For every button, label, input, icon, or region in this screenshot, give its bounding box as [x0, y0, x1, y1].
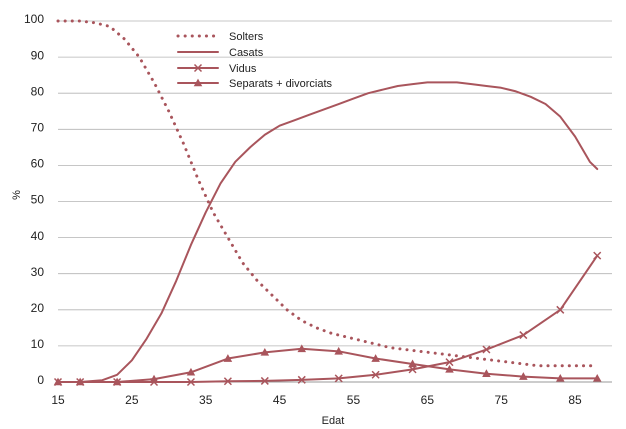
gridlines: [58, 20, 612, 347]
y-tick-label: 100: [24, 12, 44, 26]
series-casats: [57, 81, 599, 383]
data-point-separats-divorciats: [53, 377, 63, 386]
y-tick-label: 60: [31, 157, 45, 171]
y-tick-label: 70: [31, 120, 45, 134]
legend-label: Casats: [229, 47, 264, 59]
data-point-separats-divorciats: [371, 354, 380, 362]
legend: Solters Casats Vidus Separats + divorciats: [176, 31, 333, 90]
legend-label: Vidus: [229, 63, 257, 75]
data-point-vidus: [297, 375, 306, 384]
data-point-separats-divorciats: [408, 359, 417, 368]
x-tick-label: 35: [199, 393, 213, 407]
x-tick-label: 55: [347, 393, 361, 407]
y-tick-label: 20: [31, 301, 45, 315]
y-tick-label: 90: [31, 48, 45, 62]
data-point-separats-divorciats: [482, 369, 491, 377]
data-point-separats-divorciats: [519, 372, 528, 380]
data-point-vidus: [186, 377, 195, 387]
series-vidus: [53, 251, 602, 387]
data-point-vidus: [519, 331, 528, 340]
data-point-separats-divorciats: [260, 347, 270, 356]
data-point-separats-divorciats: [112, 377, 122, 386]
data-point-separats-divorciats: [556, 373, 565, 382]
data-point-separats-divorciats: [297, 344, 307, 353]
y-tick-label: 0: [37, 373, 44, 387]
y-tick-labels: 0 10 20 30 40 50 60 70 80 90 100: [24, 12, 44, 387]
data-point-vidus: [260, 376, 269, 385]
y-tick-label: 30: [31, 265, 45, 279]
legend-label: Solters: [229, 31, 264, 43]
series-line-vidus: [57, 254, 599, 383]
legend-label: Separats + divorciats: [229, 78, 333, 90]
y-tick-label: 10: [31, 337, 45, 351]
series-separats-divorciats: [53, 344, 602, 386]
x-tick-label: 85: [568, 393, 582, 407]
data-point-separats-divorciats: [149, 374, 159, 383]
data-point-vidus: [445, 358, 454, 367]
legend-item-casats: Casats: [177, 47, 264, 59]
x-tick-labels: 15 25 35 45 55 65 75 85: [51, 393, 582, 407]
x-tick-label: 75: [495, 393, 509, 407]
series-line-solters: [56, 19, 599, 368]
data-point-vidus: [334, 374, 343, 383]
data-point-vidus: [371, 370, 380, 379]
data-point-separats-divorciats: [223, 354, 233, 362]
y-tick-label: 50: [31, 193, 45, 207]
data-point-separats-divorciats: [592, 373, 602, 382]
legend-marker: [193, 63, 203, 73]
data-point-vidus: [223, 377, 232, 386]
legend-item-vidus: Vidus: [177, 63, 257, 75]
data-point-vidus: [556, 305, 565, 314]
x-tick-label: 25: [125, 393, 139, 407]
data-point-separats-divorciats: [334, 346, 343, 355]
y-axis-label: %: [11, 190, 23, 200]
x-axis-label: Edat: [322, 415, 345, 427]
x-tick-label: 15: [51, 393, 65, 407]
series-line-casats: [57, 81, 599, 383]
legend-item-solters: Solters: [176, 31, 264, 43]
series-group: [53, 19, 602, 387]
data-point-separats-divorciats: [445, 364, 454, 373]
series-solters: [56, 19, 599, 368]
series-line-separats-divorciats: [57, 347, 599, 383]
x-tick-label: 45: [273, 393, 287, 407]
data-point-separats-divorciats: [186, 367, 196, 376]
data-point-separats-divorciats: [75, 377, 85, 386]
legend-marker: [193, 78, 203, 87]
y-tick-label: 80: [31, 84, 45, 98]
x-tick-label: 65: [421, 393, 435, 407]
data-point-vidus: [593, 251, 602, 260]
data-point-vidus: [482, 345, 491, 354]
y-tick-label: 40: [31, 229, 45, 243]
legend-item-separats-divorciats: Separats + divorciats: [177, 78, 333, 90]
